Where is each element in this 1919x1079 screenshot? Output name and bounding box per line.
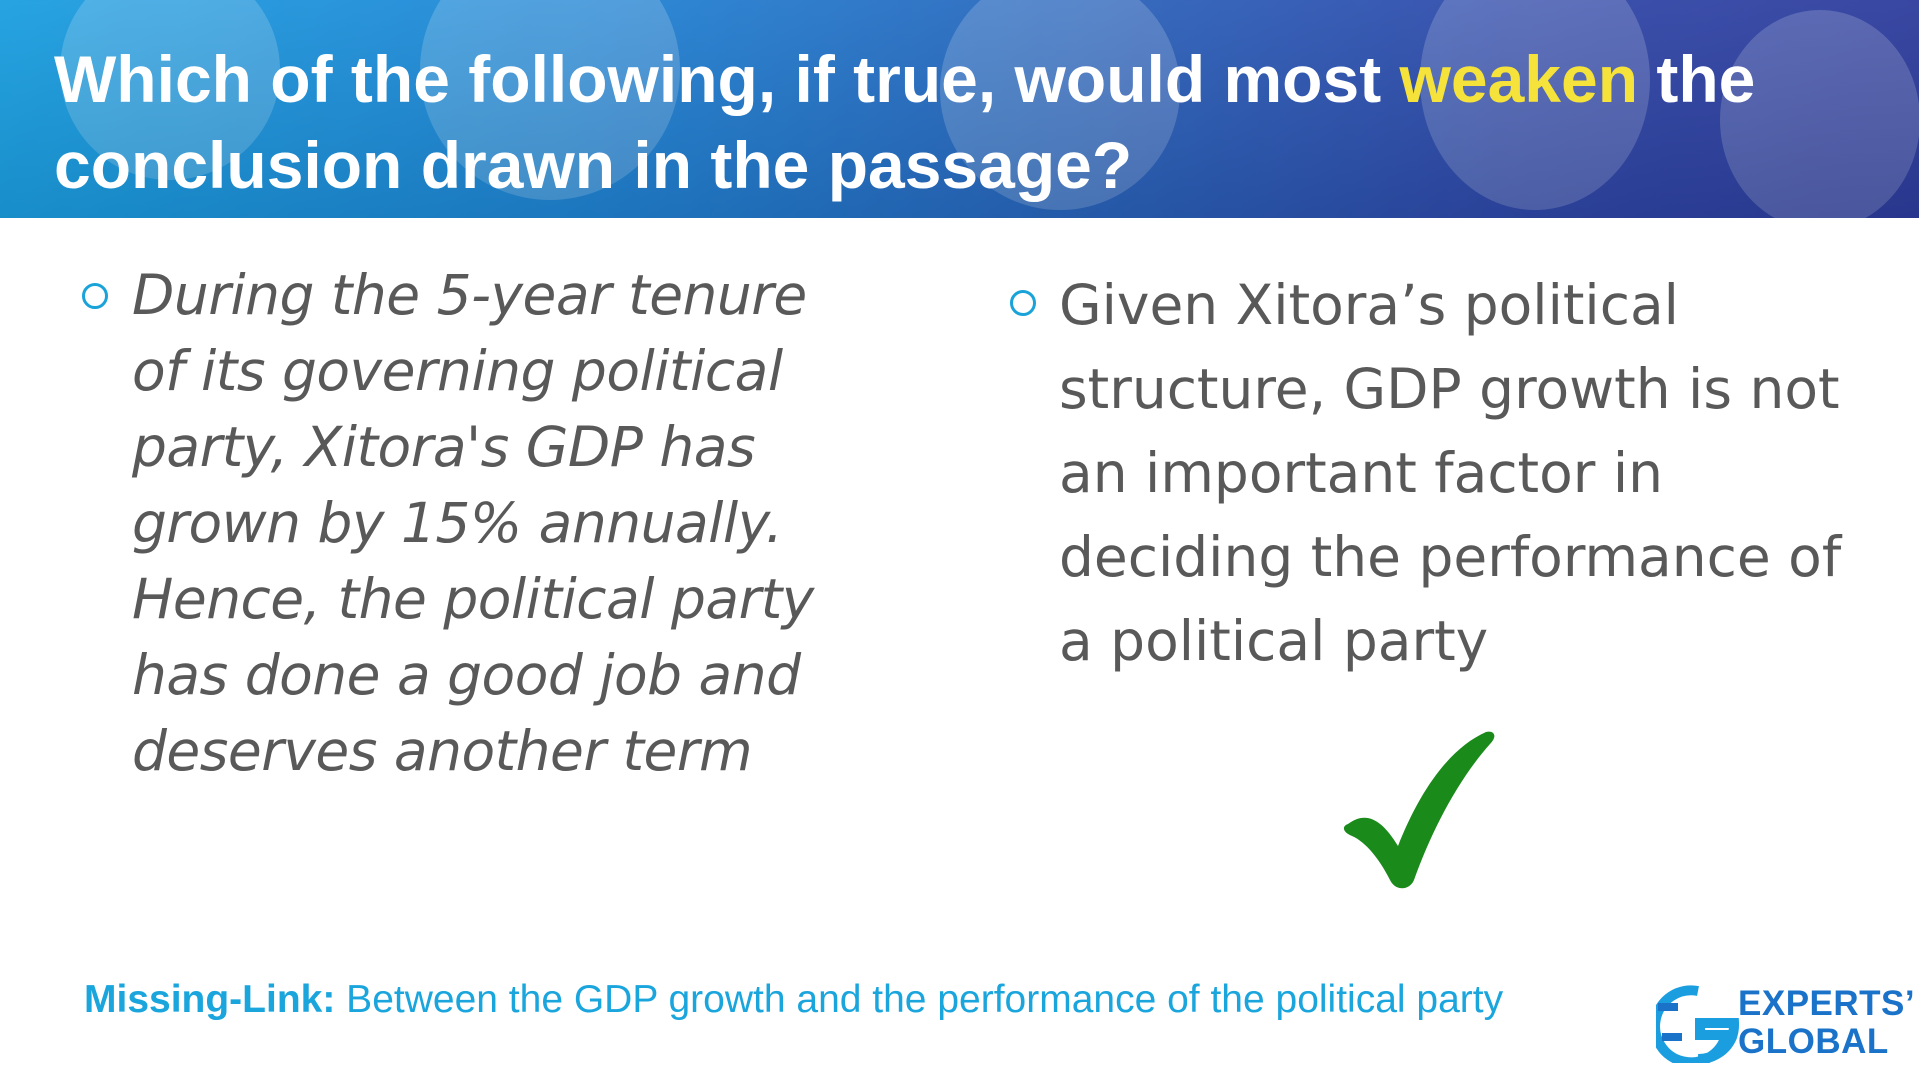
question-banner: Which of the following, if true, would m… [0, 0, 1919, 218]
question-title: Which of the following, if true, would m… [54, 36, 1894, 208]
option-a-text: During the 5-year tenure of its governin… [132, 263, 814, 783]
question-highlight: weaken [1399, 42, 1639, 116]
banner-photo-shape [940, 0, 1180, 210]
missing-link-label: Missing-Link: [84, 978, 336, 1021]
banner-photo-shape [1420, 0, 1650, 210]
missing-link-text: Between the GDP growth and the performan… [335, 978, 1504, 1021]
logo-line-2: GLOBAL [1738, 1022, 1889, 1061]
banner-shade [0, 0, 1919, 218]
banner-photo-shape [1720, 10, 1919, 218]
banner-photo-shape [60, 0, 280, 180]
option-b-bullet-icon [1010, 290, 1036, 316]
experts-global-logo-icon [1656, 985, 1740, 1063]
question-text-end: the conclusion drawn in the passage? [54, 42, 1756, 202]
option-a-bullet-icon [82, 283, 108, 309]
question-text-start: Which of the following, if true, would m… [54, 42, 1400, 116]
logo-line-1: EXPERTS’ [1738, 984, 1916, 1023]
missing-link-note: Missing-Link: Between the GDP growth and… [84, 978, 1503, 1022]
banner-photo-shape [420, 0, 680, 200]
option-b-text: Given Xitora’s political structure, GDP … [1059, 273, 1842, 673]
correct-checkmark-icon [1343, 731, 1495, 889]
logo-wordmark: EXPERTS’ GLOBAL [1738, 985, 1915, 1061]
